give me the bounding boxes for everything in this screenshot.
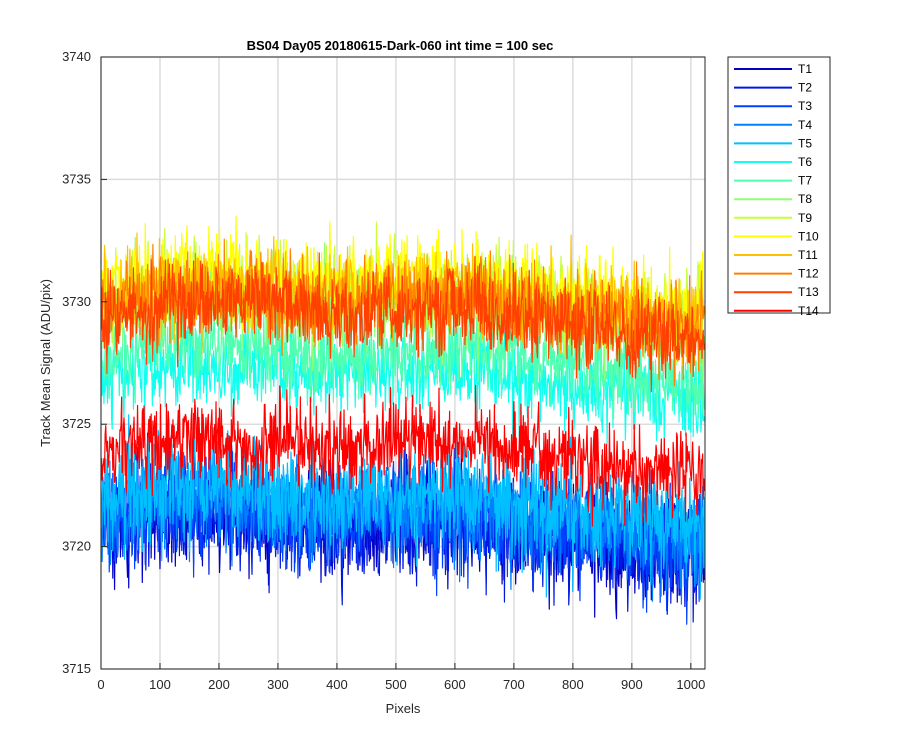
series-line-t13	[101, 252, 705, 393]
x-tick-label: 300	[267, 677, 289, 692]
series-line-t14	[101, 384, 705, 527]
legend-label-t12: T12	[798, 267, 819, 281]
legend-label-t10: T10	[798, 229, 819, 243]
legend-label-t8: T8	[798, 192, 812, 206]
x-tick-label: 100	[149, 677, 171, 692]
x-tick-label: 200	[208, 677, 230, 692]
x-tick-label: 700	[503, 677, 525, 692]
y-tick-label: 3730	[62, 294, 91, 309]
legend-label-t5: T5	[798, 136, 812, 150]
legend-label-t3: T3	[798, 99, 812, 113]
series-line-t3	[101, 435, 705, 625]
x-tick-label: 0	[97, 677, 104, 692]
plot-border	[100, 56, 706, 670]
legend-label-t9: T9	[798, 211, 812, 225]
x-tick-label: 800	[562, 677, 584, 692]
y-tick-label: 3735	[62, 171, 91, 186]
y-tick-label: 3740	[62, 49, 91, 64]
legend-label-t6: T6	[798, 155, 812, 169]
series-layer	[101, 215, 705, 625]
chart-title: BS04 Day05 20180615-Dark-060 int time = …	[247, 38, 554, 53]
y-axis-label: Track Mean Signal (ADU/pix)	[38, 279, 53, 447]
y-tick-label: 3725	[62, 416, 91, 431]
x-axis-label: Pixels	[386, 701, 421, 716]
legend-label-t1: T1	[798, 62, 812, 76]
x-tick-label: 500	[385, 677, 407, 692]
plot-area: 0 100 200 300 400 500 600 700 800 900 1000 3715 3720…	[62, 49, 706, 692]
legend-box	[727, 56, 831, 314]
legend-label-t2: T2	[798, 81, 812, 95]
y-tick-label: 3720	[62, 539, 91, 554]
legend: T1 T2 T3 T4 T5 T6 T7 T8 T9 T10 T11 T12 T13 T14	[727, 56, 831, 318]
legend-label-t13: T13	[798, 285, 819, 299]
series-line-t7	[101, 287, 705, 430]
legend-label-t14: T14	[798, 304, 819, 318]
x-tick-label: 400	[326, 677, 348, 692]
x-tick-label: 900	[621, 677, 643, 692]
legend-label-t4: T4	[798, 118, 812, 132]
series-line-t4	[101, 425, 705, 605]
y-tick-label: 3715	[62, 661, 91, 676]
legend-label-t7: T7	[798, 174, 812, 188]
legend-label-t11: T11	[798, 248, 818, 262]
axis-ticks: 0 100 200 300 400 500 600 700 800 900 1000 3715 3720…	[62, 49, 705, 692]
x-tick-label: 1000	[676, 677, 705, 692]
x-tick-label: 600	[444, 677, 466, 692]
